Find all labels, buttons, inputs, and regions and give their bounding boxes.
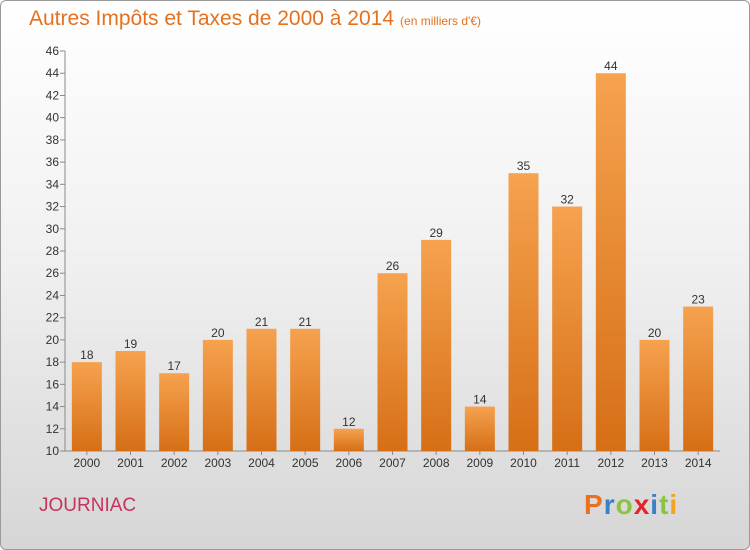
x-tick-label: 2013 xyxy=(641,456,668,470)
logo-letter: P xyxy=(584,489,604,520)
data-labels: 18 19 17 20 21 21 12 26 29 14 35 32 44 20 23 xyxy=(80,59,705,429)
x-tick-label: 2004 xyxy=(248,456,275,470)
x-tick-label: 2000 xyxy=(73,456,100,470)
bar-2013 xyxy=(639,339,670,451)
bar-2009 xyxy=(464,406,495,451)
bar-2007 xyxy=(377,273,408,451)
proxiti-logo: Proxiti xyxy=(584,489,678,521)
x-tick-label: 2008 xyxy=(423,456,450,470)
x-tick-label: 2011 xyxy=(554,456,580,470)
bar-2005 xyxy=(290,328,321,451)
chart-unit: (en milliers d'€) xyxy=(400,14,482,28)
y-tick-label: 24 xyxy=(46,288,60,302)
y-tick-label: 22 xyxy=(46,311,60,325)
y-tick-label: 30 xyxy=(46,222,60,236)
y-tick-label: 20 xyxy=(46,333,60,347)
logo-letter: o xyxy=(615,489,634,520)
value-label: 20 xyxy=(648,326,662,340)
chart-title-text: Autres Impôts et Taxes de 2000 à 2014 xyxy=(29,7,395,30)
y-axis: 10 12 14 16 18 20 22 24 26 28 30 32 34 36 38 40 42 44 46 xyxy=(46,44,66,458)
bar-2006 xyxy=(333,428,364,451)
logo-letter: t xyxy=(659,489,670,520)
y-tick-label: 42 xyxy=(46,88,60,102)
value-label: 26 xyxy=(386,259,400,273)
value-label: 23 xyxy=(691,293,705,307)
y-tick-label: 18 xyxy=(46,355,60,369)
value-label: 29 xyxy=(429,226,443,240)
bar-2010 xyxy=(508,173,539,451)
x-tick-label: 2006 xyxy=(335,456,362,470)
bar-2003 xyxy=(202,339,233,451)
x-tick-label: 2002 xyxy=(161,456,188,470)
x-tick-label: 2007 xyxy=(379,456,406,470)
y-tick-label: 16 xyxy=(46,377,60,391)
y-tick-label: 10 xyxy=(46,444,60,458)
x-axis: 2000 2001 2002 2003 2004 2005 2006 2007 2008 2009… xyxy=(65,450,720,470)
y-tick-label: 34 xyxy=(46,177,60,191)
bar-2011 xyxy=(552,206,583,451)
value-label: 14 xyxy=(473,393,487,407)
x-tick-label: 2012 xyxy=(597,456,624,470)
bars xyxy=(71,73,714,451)
logo-letter: i xyxy=(669,489,679,520)
town-name: JOURNIAC xyxy=(39,495,137,516)
y-tick-label: 38 xyxy=(46,133,60,147)
value-label: 17 xyxy=(167,359,181,373)
x-tick-label: 2014 xyxy=(685,456,712,470)
y-tick-label: 46 xyxy=(46,44,60,58)
value-label: 12 xyxy=(342,415,356,429)
logo-letter: r xyxy=(603,489,616,520)
value-label: 32 xyxy=(560,193,574,207)
y-tick-label: 14 xyxy=(46,400,60,414)
chart-title: Autres Impôts et Taxes de 2000 à 2014 (en… xyxy=(29,7,481,31)
value-label: 35 xyxy=(517,159,531,173)
bar-2002 xyxy=(159,373,190,451)
y-tick-label: 40 xyxy=(46,111,60,125)
y-tick-label: 28 xyxy=(46,244,60,258)
value-label: 18 xyxy=(80,348,94,362)
value-label: 21 xyxy=(298,315,312,329)
y-tick-label: 12 xyxy=(46,422,60,436)
x-tick-label: 2003 xyxy=(204,456,231,470)
value-label: 20 xyxy=(211,326,225,340)
logo-letter: x xyxy=(633,489,651,520)
bar-2004 xyxy=(246,328,277,451)
bar-2000 xyxy=(71,362,102,451)
value-label: 21 xyxy=(255,315,269,329)
bar-2001 xyxy=(115,351,146,451)
x-tick-label: 2009 xyxy=(466,456,493,470)
y-tick-label: 32 xyxy=(46,200,60,214)
y-tick-label: 44 xyxy=(46,66,60,80)
bar-2014 xyxy=(683,306,714,451)
x-tick-label: 2005 xyxy=(292,456,319,470)
logo-letter: i xyxy=(650,489,660,520)
value-label: 44 xyxy=(604,59,618,73)
y-tick-label: 26 xyxy=(46,266,60,280)
x-tick-label: 2001 xyxy=(117,456,144,470)
x-tick-label: 2010 xyxy=(510,456,537,470)
bar-2012 xyxy=(595,73,626,451)
value-label: 19 xyxy=(124,337,138,351)
y-tick-label: 36 xyxy=(46,155,60,169)
bar-2008 xyxy=(421,239,452,451)
